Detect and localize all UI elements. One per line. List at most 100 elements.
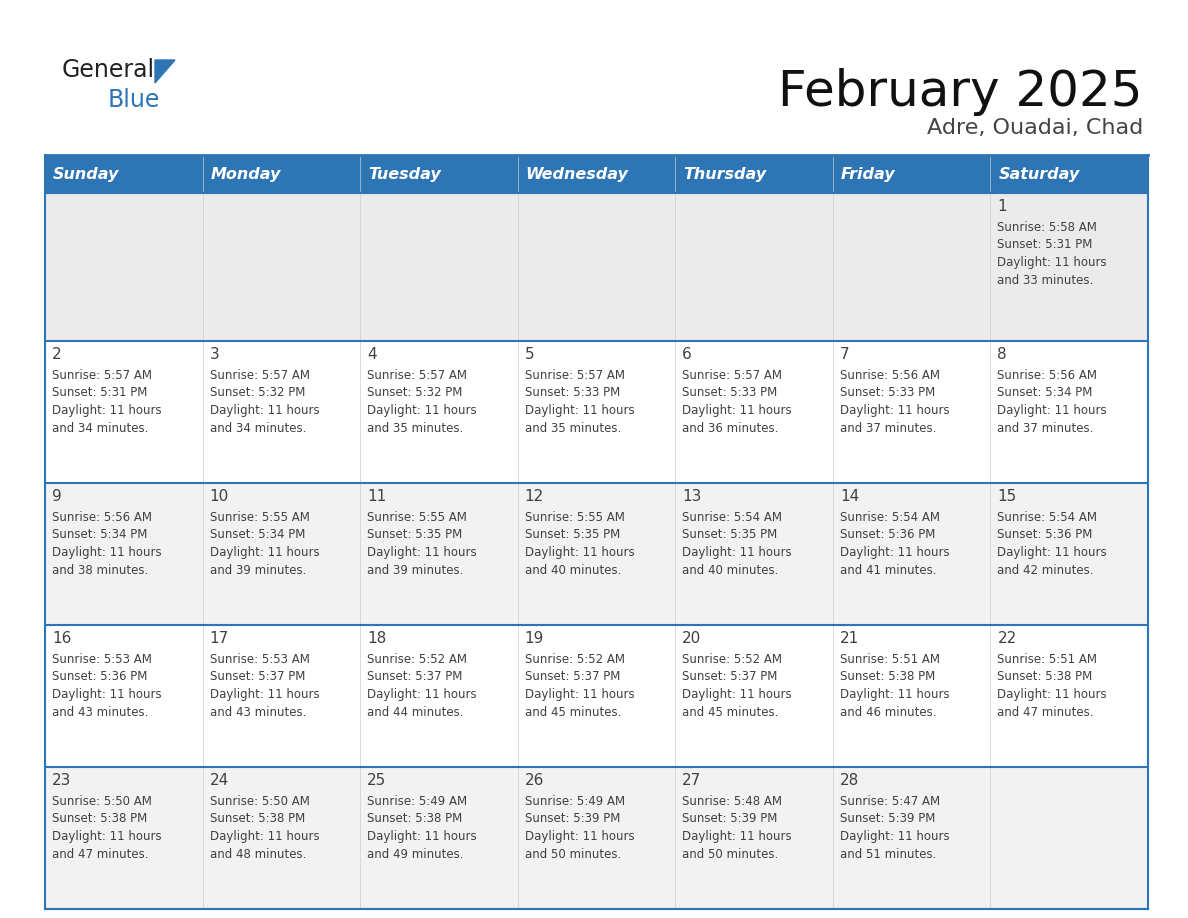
Text: and 48 minutes.: and 48 minutes.: [209, 847, 307, 860]
Text: Sunset: 5:33 PM: Sunset: 5:33 PM: [525, 386, 620, 399]
Text: 14: 14: [840, 489, 859, 504]
Text: 19: 19: [525, 631, 544, 646]
Text: Sunset: 5:37 PM: Sunset: 5:37 PM: [209, 670, 305, 684]
Bar: [360, 625, 518, 767]
Text: Daylight: 11 hours: Daylight: 11 hours: [682, 688, 792, 701]
Text: Sunrise: 5:48 AM: Sunrise: 5:48 AM: [682, 795, 782, 808]
Bar: [991, 625, 1148, 767]
Text: Sunset: 5:37 PM: Sunset: 5:37 PM: [367, 670, 462, 684]
Bar: [203, 625, 360, 767]
Text: 8: 8: [998, 347, 1007, 362]
Text: Daylight: 11 hours: Daylight: 11 hours: [525, 830, 634, 843]
Text: and 44 minutes.: and 44 minutes.: [367, 706, 463, 719]
Text: Friday: Friday: [841, 167, 896, 183]
Text: Daylight: 11 hours: Daylight: 11 hours: [367, 830, 476, 843]
Text: Saturday: Saturday: [998, 167, 1080, 183]
Text: Daylight: 11 hours: Daylight: 11 hours: [52, 546, 162, 559]
Text: Daylight: 11 hours: Daylight: 11 hours: [367, 546, 476, 559]
Text: Sunset: 5:38 PM: Sunset: 5:38 PM: [367, 812, 462, 825]
Bar: [991, 155, 1148, 193]
Text: Daylight: 11 hours: Daylight: 11 hours: [52, 830, 162, 843]
Text: 15: 15: [998, 489, 1017, 504]
Text: and 39 minutes.: and 39 minutes.: [367, 564, 463, 577]
Text: Daylight: 11 hours: Daylight: 11 hours: [840, 546, 949, 559]
Text: 25: 25: [367, 773, 386, 788]
Text: Sunrise: 5:47 AM: Sunrise: 5:47 AM: [840, 795, 940, 808]
Bar: [518, 155, 675, 193]
Bar: [45, 625, 203, 767]
Text: Daylight: 11 hours: Daylight: 11 hours: [998, 256, 1107, 269]
Text: 2: 2: [52, 347, 62, 362]
Bar: [833, 625, 991, 767]
Text: Sunrise: 5:50 AM: Sunrise: 5:50 AM: [209, 795, 309, 808]
Text: 5: 5: [525, 347, 535, 362]
Text: February 2025: February 2025: [778, 68, 1143, 116]
Text: and 35 minutes.: and 35 minutes.: [367, 421, 463, 434]
Text: and 45 minutes.: and 45 minutes.: [682, 706, 778, 719]
Text: Sunset: 5:31 PM: Sunset: 5:31 PM: [52, 386, 147, 399]
Text: and 34 minutes.: and 34 minutes.: [209, 421, 307, 434]
Text: Sunrise: 5:58 AM: Sunrise: 5:58 AM: [998, 221, 1098, 234]
Bar: [991, 341, 1148, 483]
Bar: [45, 483, 203, 625]
Text: Daylight: 11 hours: Daylight: 11 hours: [367, 404, 476, 417]
Text: Daylight: 11 hours: Daylight: 11 hours: [209, 546, 320, 559]
Text: and 49 minutes.: and 49 minutes.: [367, 847, 463, 860]
Text: Daylight: 11 hours: Daylight: 11 hours: [209, 830, 320, 843]
Text: Daylight: 11 hours: Daylight: 11 hours: [998, 546, 1107, 559]
Text: Daylight: 11 hours: Daylight: 11 hours: [840, 404, 949, 417]
Text: Sunset: 5:39 PM: Sunset: 5:39 PM: [840, 812, 935, 825]
Bar: [518, 625, 675, 767]
Bar: [360, 193, 518, 341]
Bar: [991, 193, 1148, 341]
Text: Sunrise: 5:54 AM: Sunrise: 5:54 AM: [840, 511, 940, 524]
Text: Daylight: 11 hours: Daylight: 11 hours: [52, 688, 162, 701]
Text: 3: 3: [209, 347, 220, 362]
Text: Sunday: Sunday: [53, 167, 119, 183]
Text: Sunrise: 5:56 AM: Sunrise: 5:56 AM: [840, 369, 940, 382]
Text: Daylight: 11 hours: Daylight: 11 hours: [525, 688, 634, 701]
Bar: [45, 767, 203, 909]
Bar: [203, 193, 360, 341]
Bar: [833, 767, 991, 909]
Text: Sunrise: 5:57 AM: Sunrise: 5:57 AM: [209, 369, 310, 382]
Text: Sunset: 5:36 PM: Sunset: 5:36 PM: [52, 670, 147, 684]
Text: Sunrise: 5:49 AM: Sunrise: 5:49 AM: [367, 795, 467, 808]
Text: and 47 minutes.: and 47 minutes.: [998, 706, 1094, 719]
Text: 24: 24: [209, 773, 229, 788]
Text: 12: 12: [525, 489, 544, 504]
Text: Sunrise: 5:55 AM: Sunrise: 5:55 AM: [525, 511, 625, 524]
Text: 20: 20: [682, 631, 702, 646]
Text: and 40 minutes.: and 40 minutes.: [682, 564, 778, 577]
Text: 6: 6: [682, 347, 693, 362]
Bar: [675, 193, 833, 341]
Bar: [991, 767, 1148, 909]
Text: Sunset: 5:39 PM: Sunset: 5:39 PM: [525, 812, 620, 825]
Bar: [45, 341, 203, 483]
Text: Sunrise: 5:49 AM: Sunrise: 5:49 AM: [525, 795, 625, 808]
Bar: [518, 193, 675, 341]
Text: and 35 minutes.: and 35 minutes.: [525, 421, 621, 434]
Text: Daylight: 11 hours: Daylight: 11 hours: [52, 404, 162, 417]
Text: Sunset: 5:36 PM: Sunset: 5:36 PM: [840, 529, 935, 542]
Text: Sunrise: 5:57 AM: Sunrise: 5:57 AM: [52, 369, 152, 382]
Bar: [45, 193, 203, 341]
Text: 21: 21: [840, 631, 859, 646]
Text: Sunset: 5:35 PM: Sunset: 5:35 PM: [367, 529, 462, 542]
Text: 18: 18: [367, 631, 386, 646]
Text: and 50 minutes.: and 50 minutes.: [682, 847, 778, 860]
Text: Sunrise: 5:53 AM: Sunrise: 5:53 AM: [52, 653, 152, 666]
Text: and 43 minutes.: and 43 minutes.: [52, 706, 148, 719]
Bar: [203, 341, 360, 483]
Text: 9: 9: [52, 489, 62, 504]
Text: Sunrise: 5:52 AM: Sunrise: 5:52 AM: [525, 653, 625, 666]
Text: Daylight: 11 hours: Daylight: 11 hours: [682, 546, 792, 559]
Text: Sunset: 5:31 PM: Sunset: 5:31 PM: [998, 239, 1093, 252]
Text: and 45 minutes.: and 45 minutes.: [525, 706, 621, 719]
Text: 10: 10: [209, 489, 229, 504]
Text: Sunrise: 5:56 AM: Sunrise: 5:56 AM: [998, 369, 1098, 382]
Text: Sunrise: 5:52 AM: Sunrise: 5:52 AM: [367, 653, 467, 666]
Bar: [675, 341, 833, 483]
Polygon shape: [154, 60, 175, 83]
Bar: [675, 767, 833, 909]
